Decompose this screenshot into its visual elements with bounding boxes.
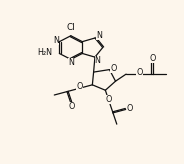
Text: H₂N: H₂N bbox=[38, 49, 52, 57]
Text: N: N bbox=[96, 31, 102, 40]
Text: N: N bbox=[53, 36, 59, 45]
Text: N: N bbox=[95, 56, 101, 65]
Text: O: O bbox=[69, 102, 75, 111]
Text: N: N bbox=[68, 59, 74, 67]
Text: Cl: Cl bbox=[67, 23, 75, 32]
Text: O: O bbox=[149, 54, 156, 63]
Text: O: O bbox=[110, 64, 117, 73]
Text: O: O bbox=[136, 68, 143, 77]
Text: O: O bbox=[106, 95, 112, 104]
Text: O: O bbox=[127, 104, 133, 113]
Text: O: O bbox=[77, 82, 83, 91]
